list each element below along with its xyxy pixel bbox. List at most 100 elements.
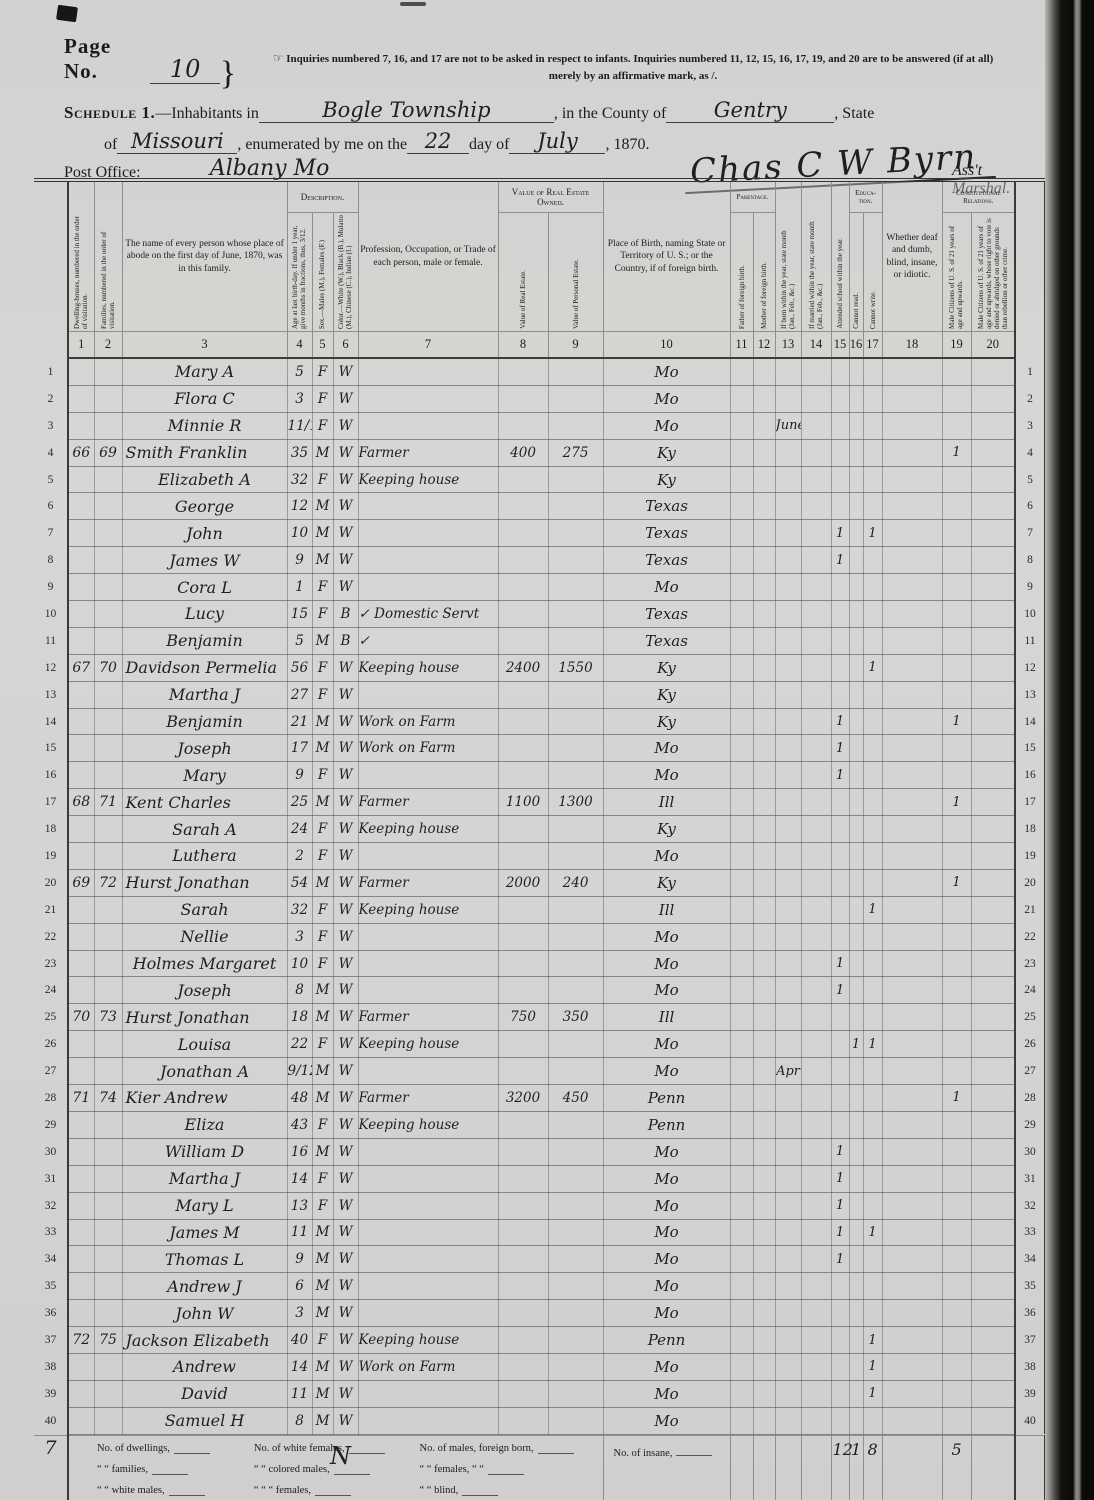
male-citizen-cell <box>941 949 972 978</box>
right-gutter-header <box>1014 180 1047 358</box>
family-number-cell <box>93 1057 123 1086</box>
line-number-right: 40 <box>1014 1407 1047 1435</box>
personal-estate-cell <box>547 1272 604 1301</box>
born-month-cell <box>774 868 802 897</box>
real-estate-cell <box>497 546 549 575</box>
real-estate-cell <box>497 734 549 763</box>
line-number-right: 4 <box>1014 439 1047 467</box>
name-cell: Sarah A <box>121 815 288 844</box>
mother-foreign-cell <box>752 626 776 655</box>
line-number-left: 29 <box>34 1111 69 1139</box>
attended-school-cell: 1 <box>830 1218 850 1247</box>
born-month-cell <box>774 626 802 655</box>
deaf-dumb-cell <box>881 815 943 844</box>
sex-cell: F <box>311 357 334 386</box>
cannot-write-cell <box>862 1164 883 1193</box>
group-parentage: Parentage. <box>729 179 776 213</box>
deaf-dumb-cell <box>881 842 943 870</box>
dwelling-number-cell <box>67 626 95 655</box>
male-citizen-cell: 1 <box>941 1084 972 1112</box>
family-number-cell <box>93 815 123 844</box>
name-cell: David <box>121 1379 288 1408</box>
cannot-write-cell <box>862 573 883 602</box>
citizen-denied-cell <box>970 922 1016 951</box>
family-number-cell: 72 <box>93 868 123 897</box>
family-number-cell <box>93 519 123 548</box>
age-cell: 25 <box>286 788 313 817</box>
page-header: Page No. 10 } ☞ Inquiries numbered 7, 16… <box>64 34 1024 198</box>
mother-foreign-cell <box>752 949 776 978</box>
attended-school-cell <box>830 1057 850 1086</box>
personal-estate-cell <box>547 842 604 870</box>
born-month-cell <box>774 1299 802 1328</box>
real-estate-cell <box>497 1245 549 1274</box>
family-number-cell: 69 <box>93 438 123 467</box>
line-number-right: 34 <box>1014 1245 1047 1273</box>
married-month-cell <box>800 1191 832 1220</box>
cannot-read-cell <box>848 1299 864 1328</box>
married-month-cell <box>800 842 832 870</box>
citizen-denied-cell <box>970 1245 1016 1274</box>
line-number-right: 11 <box>1014 627 1047 655</box>
note-line-1: Inquiries numbered 7, 16, and 17 are not… <box>286 53 994 65</box>
born-month-cell <box>774 707 802 736</box>
age-cell: 27 <box>286 680 313 709</box>
dwelling-number-cell <box>67 1352 95 1381</box>
family-number-cell <box>93 1218 123 1247</box>
male-citizen-cell <box>941 1110 972 1139</box>
color-cell: W <box>332 1137 359 1166</box>
family-number-cell: 71 <box>93 788 123 817</box>
attended-school-cell <box>830 1379 850 1408</box>
line-number-left: 32 <box>34 1192 69 1219</box>
father-foreign-cell <box>729 1299 754 1328</box>
attended-school-cell <box>830 1406 850 1435</box>
father-foreign-cell <box>729 1326 754 1354</box>
table-row: 14 Benjamin 21 M W Work on Farm Ky 1 1 1… <box>34 707 1047 736</box>
birthplace-cell: Mo <box>602 1406 731 1435</box>
birthplace-cell: Ky <box>602 438 731 467</box>
occupation-cell: Keeping house <box>357 815 499 844</box>
male-citizen-cell <box>941 1379 972 1408</box>
table-row: 27 Jonathan A 9/12 M W Mo Apr 27 <box>34 1057 1047 1086</box>
line-number-left: 6 <box>34 492 69 520</box>
family-number-cell <box>93 384 123 413</box>
name-cell: Andrew <box>121 1352 288 1381</box>
father-foreign-cell <box>729 842 754 870</box>
family-number-cell: 73 <box>93 1003 123 1032</box>
real-estate-cell <box>497 922 549 951</box>
born-month-cell <box>774 734 802 763</box>
sex-cell: F <box>311 411 334 440</box>
occupation-cell: Farmer <box>357 868 499 897</box>
personal-estate-cell: 275 <box>547 438 604 467</box>
born-month-cell <box>774 519 802 548</box>
name-cell: Nellie <box>121 922 288 951</box>
cannot-write-cell <box>862 384 883 413</box>
dwelling-number-cell <box>67 761 95 790</box>
line-number-right: 16 <box>1014 761 1047 789</box>
census-table-area: Dwelling-houses, numbered in the order o… <box>34 178 1047 1500</box>
married-month-cell <box>800 1272 832 1301</box>
age-cell: 8 <box>286 976 313 1005</box>
name-cell: Jackson Elizabeth <box>121 1326 288 1354</box>
sex-cell: M <box>311 1352 334 1381</box>
cannot-read-cell <box>848 465 864 494</box>
group-description: Description. <box>286 179 359 213</box>
age-cell: 13 <box>286 1191 313 1220</box>
age-cell: 12 <box>286 492 313 521</box>
footer-right-gutter <box>1014 1434 1047 1500</box>
personal-estate-cell <box>547 1406 604 1435</box>
father-foreign-cell <box>729 976 754 1005</box>
scan-edge-strip <box>1045 0 1094 1500</box>
scan-speck <box>400 2 426 6</box>
father-foreign-cell <box>729 1272 754 1301</box>
family-number-cell <box>93 761 123 790</box>
father-foreign-cell <box>729 1406 754 1435</box>
enumerated-label: , enumerated by me on the <box>237 136 408 153</box>
line-number-right: 14 <box>1014 708 1047 735</box>
sex-cell: M <box>311 707 334 736</box>
citizen-denied-cell <box>970 465 1016 494</box>
deaf-dumb-cell <box>881 1164 943 1193</box>
footer-stats-line-1: No. of dwellings, No. of white females, … <box>97 1442 603 1454</box>
line-number-right: 32 <box>1014 1192 1047 1219</box>
cannot-write-cell <box>862 1110 883 1139</box>
